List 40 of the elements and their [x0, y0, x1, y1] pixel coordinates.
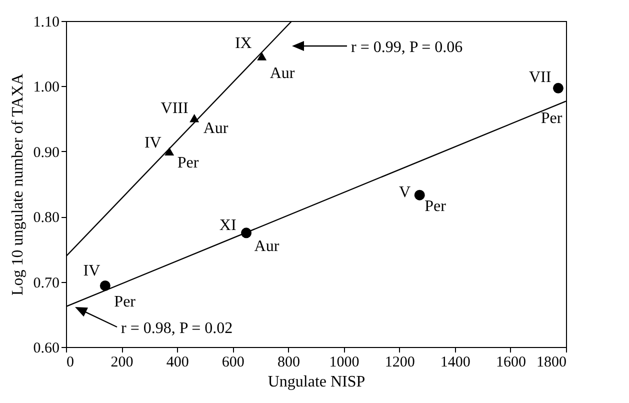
point	[414, 190, 425, 200]
x-tick-label: 1800	[536, 354, 566, 370]
annotation: Aur	[254, 238, 280, 255]
annotation: IV	[144, 134, 162, 152]
x-tick-label: 800	[277, 354, 300, 370]
annotation: Per	[424, 198, 447, 216]
point	[190, 114, 200, 122]
x-tick-label: 200	[110, 354, 134, 370]
annotation: Aur	[203, 120, 229, 138]
y-tick-label: 0.70	[33, 275, 60, 292]
x-axis-title: Ungulate NISP	[268, 374, 366, 390]
x-tick-label: 1000	[329, 354, 360, 370]
y-tick-label: 0.80	[33, 210, 60, 226]
y-axis-title: Log 10 ungulate number of TAXA	[9, 73, 26, 296]
annotation: Aur	[270, 65, 296, 82]
annotation: Per	[114, 294, 136, 311]
point	[257, 52, 267, 60]
annotation: V	[399, 184, 412, 202]
annotation: IV	[83, 262, 101, 280]
x-tick-label: 1400	[440, 354, 470, 370]
x-tick-label: 1200	[384, 354, 415, 370]
x-tick-label: 1600	[496, 354, 526, 370]
annotation: XI	[219, 216, 236, 234]
y-tick-label: 0.90	[33, 144, 60, 161]
y-tick-label: 1.10	[33, 14, 60, 30]
annotation: Per	[540, 110, 563, 128]
annotation: VIII	[160, 100, 188, 118]
point	[552, 82, 564, 94]
x-tick-label: 0	[66, 354, 74, 370]
x-tick-label: 400	[166, 354, 189, 370]
x-tick-label: 600	[222, 354, 244, 370]
annotation: r = 0.99, P = 0.06	[351, 39, 463, 56]
annotation: r = 0.98, P = 0.02	[121, 320, 233, 337]
annotation: Per	[177, 154, 200, 172]
point	[100, 280, 110, 291]
annotation: IX	[234, 35, 252, 52]
y-tick-label: 1.00	[33, 80, 60, 96]
point	[164, 147, 174, 156]
annotation: VII	[529, 69, 552, 86]
y-tick-label: 0.60	[33, 340, 60, 356]
